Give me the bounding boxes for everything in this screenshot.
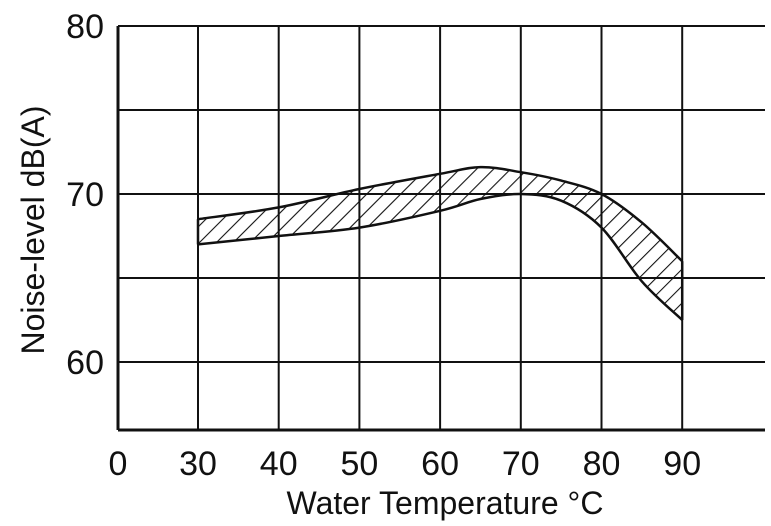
y-axis-title: Noise-level dB(A) [15, 106, 51, 355]
x-tick-label-80: 80 [583, 445, 621, 483]
x-axis-title: Water Temperature °C [287, 485, 604, 521]
x-tick-label-40: 40 [260, 445, 298, 483]
x-tick-label-60: 60 [421, 445, 459, 483]
band-lower-line [197, 192, 684, 321]
x-tick-label-0: 0 [109, 445, 128, 483]
x-tick-label-90: 90 [663, 445, 701, 483]
band-upper-line [197, 165, 684, 263]
x-tick-label-70: 70 [502, 445, 540, 483]
y-tick-label-70: 70 [66, 176, 104, 214]
x-tick-label-50: 50 [340, 445, 378, 483]
y-tick-label-80: 80 [66, 8, 104, 46]
plot-frame [116, 26, 765, 432]
band-hatch-fill [198, 167, 683, 320]
x-tick-labels: 0 30 40 50 60 70 80 90 [109, 445, 702, 483]
x-tick-label-30: 30 [179, 445, 217, 483]
noise-band [196, 165, 684, 321]
y-tick-labels: 60 70 80 [66, 8, 104, 382]
y-tick-label-60: 60 [66, 344, 104, 382]
